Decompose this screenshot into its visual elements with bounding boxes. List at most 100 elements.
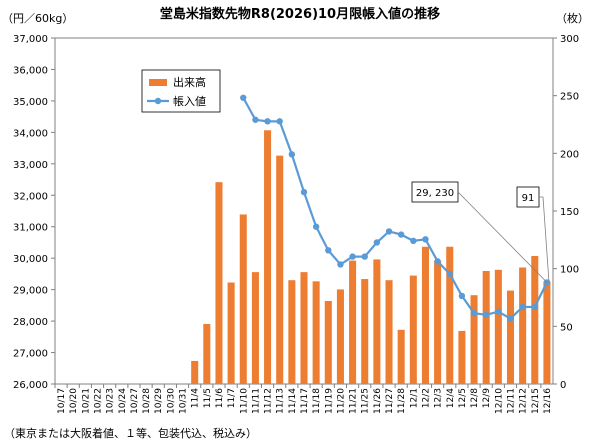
legend-bar-swatch (149, 79, 167, 86)
x-tick-label: 11/4 (191, 388, 201, 408)
right-tick-label: 150 (560, 207, 579, 218)
settlement-point (495, 308, 502, 315)
x-tick-label: 10/24 (118, 388, 128, 414)
x-tick-label: 11/28 (397, 388, 407, 414)
x-tick-label: 11/10 (239, 388, 249, 414)
x-tick-label: 10/22 (94, 388, 104, 414)
volume-bar (349, 260, 357, 384)
volume-bar (300, 272, 308, 384)
volume-bar (470, 295, 478, 384)
volume-bar (446, 246, 454, 384)
volume-bar (227, 282, 235, 384)
right-tick-label: 200 (560, 149, 579, 160)
left-tick-label: 30,000 (13, 254, 48, 265)
volume-bar (397, 329, 405, 384)
settlement-point (458, 292, 466, 300)
volume-bar (276, 155, 284, 384)
volume-bar (264, 130, 272, 384)
x-tick-label: 12/4 (446, 388, 456, 408)
x-tick-label: 11/7 (227, 388, 237, 408)
settlement-point (337, 261, 344, 268)
x-tick-label: 10/31 (179, 388, 189, 414)
right-axis-unit: （枚） (556, 11, 589, 25)
x-tick-label: 11/5 (203, 388, 213, 408)
volume-bar (288, 280, 296, 384)
left-tick-label: 29,000 (13, 286, 48, 297)
volume-bar (531, 255, 539, 384)
legend-line-marker (154, 97, 162, 105)
price-callout-text: 29, 230 (416, 188, 454, 199)
volume-bar (543, 281, 551, 384)
settlement-point (276, 118, 283, 125)
x-tick-label: 11/12 (264, 388, 274, 414)
volume-bar (409, 275, 417, 384)
right-tick-label: 300 (560, 34, 579, 45)
left-tick-label: 28,000 (13, 317, 48, 328)
settlement-point (397, 231, 405, 238)
x-tick-label: 12/11 (506, 388, 516, 414)
volume-bar (361, 279, 369, 384)
x-tick-label: 10/30 (166, 388, 176, 414)
left-tick-label: 26,000 (13, 380, 48, 391)
x-tick-label: 10/27 (130, 388, 140, 414)
left-tick-label: 27,000 (13, 349, 48, 360)
left-tick-label: 36,000 (13, 65, 48, 76)
settlement-point (325, 247, 332, 254)
settlement-point (349, 253, 356, 260)
settlement-point (422, 236, 429, 243)
volume-bar (215, 182, 223, 384)
volume-bar (373, 259, 381, 384)
x-tick-label: 12/5 (458, 388, 468, 408)
volume-bar (385, 280, 393, 384)
settlement-point (312, 223, 320, 230)
x-tick-label: 11/18 (312, 388, 322, 414)
right-tick-label: 0 (560, 380, 566, 391)
volume-bar (324, 300, 332, 384)
settlement-point (434, 258, 441, 265)
volume-callout-text: 91 (522, 193, 535, 204)
x-tick-label: 11/19 (324, 388, 334, 414)
settlement-point (482, 311, 490, 318)
x-tick-label: 10/28 (142, 388, 152, 414)
settlement-point (300, 188, 308, 196)
settlement-point (252, 116, 259, 123)
x-tick-label: 11/14 (288, 388, 298, 414)
x-tick-label: 10/20 (69, 388, 79, 414)
x-tick-label: 12/15 (531, 388, 541, 414)
left-tick-label: 32,000 (13, 191, 48, 202)
right-tick-label: 50 (560, 322, 573, 333)
settlement-point (446, 270, 453, 278)
x-tick-label: 11/27 (385, 388, 395, 414)
volume-bar (203, 324, 211, 384)
settlement-point (519, 303, 526, 311)
left-tick-label: 34,000 (13, 128, 48, 139)
x-tick-label: 12/9 (482, 388, 492, 408)
volume-bar (506, 290, 515, 384)
settlement-point (507, 315, 514, 322)
volume-bar (421, 246, 429, 384)
x-tick-label: 12/2 (421, 388, 431, 408)
settlement-point (470, 310, 478, 317)
x-tick-label: 11/11 (251, 388, 261, 414)
x-tick-label: 11/13 (276, 388, 286, 414)
x-tick-label: 11/26 (373, 388, 383, 414)
x-tick-label: 12/1 (409, 388, 419, 408)
settlement-point (531, 303, 538, 311)
x-tick-label: 11/20 (336, 388, 346, 414)
left-tick-label: 31,000 (13, 223, 48, 234)
left-axis-unit: （円／60kg） (2, 12, 73, 25)
settlement-point (288, 151, 296, 158)
legend-bar-label: 出来高 (173, 75, 206, 89)
volume-bar (494, 269, 502, 384)
x-tick-label: 10/17 (57, 388, 67, 414)
volume-bar (191, 360, 199, 384)
settlement-point (373, 239, 381, 246)
settlement-point (361, 253, 368, 260)
volume-bar (458, 330, 466, 384)
x-tick-label: 12/12 (519, 388, 529, 414)
legend-line-label: 帳入値 (173, 94, 206, 108)
settlement-point (385, 228, 393, 235)
right-tick-label: 100 (560, 265, 579, 276)
